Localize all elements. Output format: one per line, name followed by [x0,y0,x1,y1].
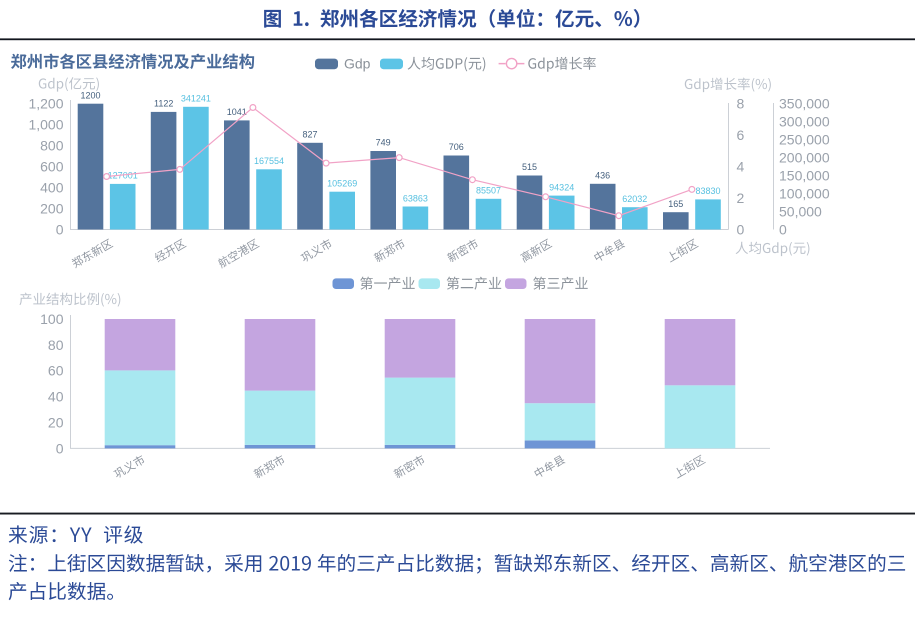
svg-text:1200: 1200 [80,90,100,100]
svg-text:80: 80 [48,337,64,353]
svg-text:20: 20 [48,414,64,430]
svg-text:150,000: 150,000 [779,167,830,183]
svg-text:0: 0 [737,221,745,237]
svg-text:827: 827 [302,130,317,140]
svg-text:100: 100 [40,311,64,327]
svg-text:63863: 63863 [403,193,428,203]
svg-text:250,000: 250,000 [779,132,830,148]
svg-text:1122: 1122 [154,99,173,109]
svg-text:85507: 85507 [476,186,501,196]
svg-text:300,000: 300,000 [779,114,830,130]
svg-text:100,000: 100,000 [779,185,830,201]
svg-text:800: 800 [40,138,64,154]
svg-text:341241: 341241 [181,94,211,104]
svg-text:167554: 167554 [254,156,284,166]
svg-text:8: 8 [737,96,745,112]
svg-text:1,200: 1,200 [28,96,63,112]
svg-text:127001: 127001 [108,171,138,181]
svg-text:749: 749 [376,138,391,148]
svg-text:600: 600 [40,159,64,175]
svg-text:400: 400 [40,179,64,195]
svg-text:94324: 94324 [549,182,574,192]
svg-text:2: 2 [737,190,745,206]
svg-text:50,000: 50,000 [779,203,822,219]
svg-text:0: 0 [56,440,64,456]
svg-text:105269: 105269 [327,179,357,189]
svg-text:515: 515 [522,162,537,172]
svg-text:Gdp: Gdp [344,56,371,72]
svg-text:60: 60 [48,363,64,379]
svg-text:83830: 83830 [695,186,720,196]
svg-text:1041: 1041 [227,107,247,117]
svg-text:0: 0 [56,221,64,237]
svg-text:165: 165 [668,199,683,209]
svg-text:4: 4 [737,159,745,175]
svg-text:1,000: 1,000 [28,117,63,133]
svg-text:706: 706 [449,142,464,152]
svg-text:200: 200 [40,200,64,216]
svg-text:350,000: 350,000 [779,96,830,112]
svg-text:0: 0 [779,221,787,237]
svg-text:436: 436 [595,171,610,181]
svg-text:6: 6 [737,127,745,143]
svg-text:62032: 62032 [622,194,647,204]
svg-text:200,000: 200,000 [779,150,830,166]
svg-text:40: 40 [48,389,64,405]
